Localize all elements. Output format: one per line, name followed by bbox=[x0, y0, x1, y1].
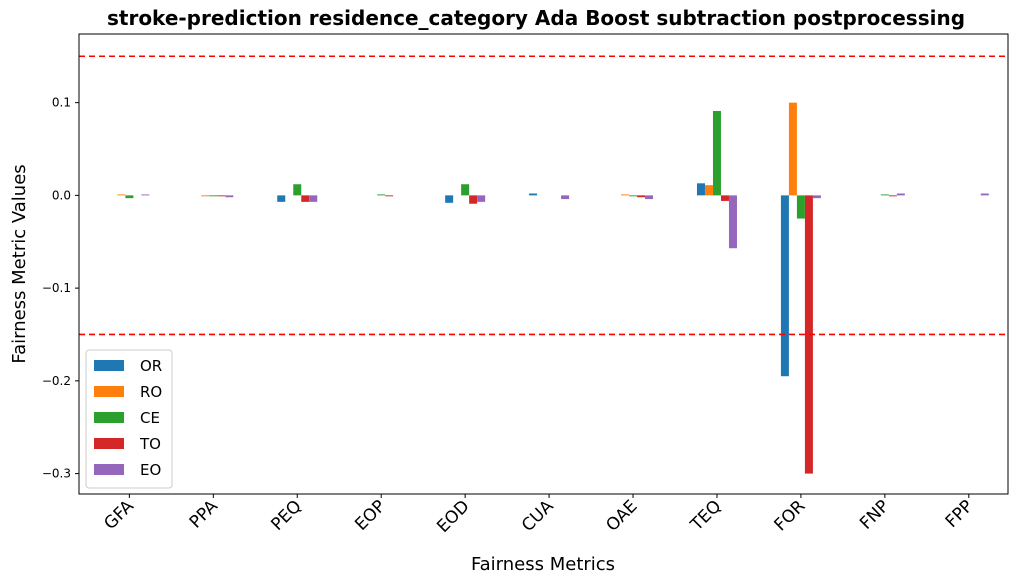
bar-to-for bbox=[804, 195, 813, 474]
bar-or-cua bbox=[529, 193, 538, 196]
bar-to-eop bbox=[385, 195, 394, 197]
chart-title: stroke-prediction residence_category Ada… bbox=[107, 6, 965, 30]
y-tick-label: 0.0 bbox=[52, 188, 71, 202]
bar-eo-eod bbox=[477, 195, 486, 202]
y-tick-label: 0.1 bbox=[52, 96, 71, 110]
legend-swatch-ce bbox=[94, 412, 124, 423]
y-axis-label: Fairness Metric Values bbox=[9, 164, 30, 363]
bar-to-peq bbox=[301, 195, 310, 202]
bar-ro-ppa bbox=[201, 195, 210, 197]
y-tick-label: −0.1 bbox=[42, 281, 71, 295]
bar-eo-for bbox=[812, 195, 821, 199]
legend-swatch-to bbox=[94, 438, 124, 449]
legend-label-or: OR bbox=[140, 357, 162, 375]
bar-ro-teq bbox=[704, 185, 713, 196]
legend: OR RO CE TO EO bbox=[85, 349, 173, 489]
bar-eo-fnp bbox=[896, 193, 905, 196]
legend-label-eo: EO bbox=[140, 461, 161, 479]
bar-ce-eod bbox=[461, 184, 470, 196]
bar-ce-peq bbox=[293, 184, 302, 196]
bar-eo-ppa bbox=[225, 195, 234, 198]
bar-or-eod bbox=[445, 195, 454, 203]
bar-ce-for bbox=[796, 195, 805, 219]
legend-swatch-eo bbox=[94, 464, 124, 475]
bar-ro-gfa bbox=[117, 194, 126, 196]
bar-or-teq bbox=[696, 183, 705, 196]
legend-label-ce: CE bbox=[140, 409, 160, 427]
legend-swatch-or bbox=[94, 360, 124, 371]
bar-ro-for bbox=[788, 102, 797, 196]
bar-ce-teq bbox=[712, 110, 721, 196]
bar-ce-fnp bbox=[880, 194, 889, 196]
legend-label-ro: RO bbox=[140, 383, 162, 401]
bar-eo-cua bbox=[561, 195, 570, 200]
legend-label-to: TO bbox=[139, 435, 161, 453]
bar-ro-oae bbox=[621, 194, 630, 196]
legend-swatch-ro bbox=[94, 386, 124, 397]
bar-to-eod bbox=[469, 195, 478, 204]
axes-frame bbox=[78, 33, 1009, 495]
bar-to-teq bbox=[720, 195, 729, 201]
bar-to-ppa bbox=[217, 195, 226, 197]
x-axis-label: Fairness Metrics bbox=[471, 554, 615, 575]
bar-or-for bbox=[780, 195, 789, 377]
bar-eo-oae bbox=[645, 195, 654, 200]
bar-to-oae bbox=[637, 195, 646, 198]
bar-ce-oae bbox=[629, 195, 638, 197]
bar-ce-eop bbox=[377, 194, 386, 196]
y-tick-label: −0.3 bbox=[42, 467, 71, 481]
legend-frame bbox=[85, 349, 173, 489]
bar-eo-peq bbox=[309, 195, 318, 202]
bar-to-fnp bbox=[888, 195, 897, 197]
bar-eo-teq bbox=[728, 195, 737, 249]
bar-eo-fpp bbox=[980, 193, 989, 196]
bar-eo-gfa bbox=[141, 194, 150, 196]
y-tick-label: −0.2 bbox=[42, 374, 71, 388]
bar-ce-gfa bbox=[125, 195, 134, 199]
bar-ce-ppa bbox=[209, 195, 218, 197]
bar-or-peq bbox=[277, 195, 286, 202]
